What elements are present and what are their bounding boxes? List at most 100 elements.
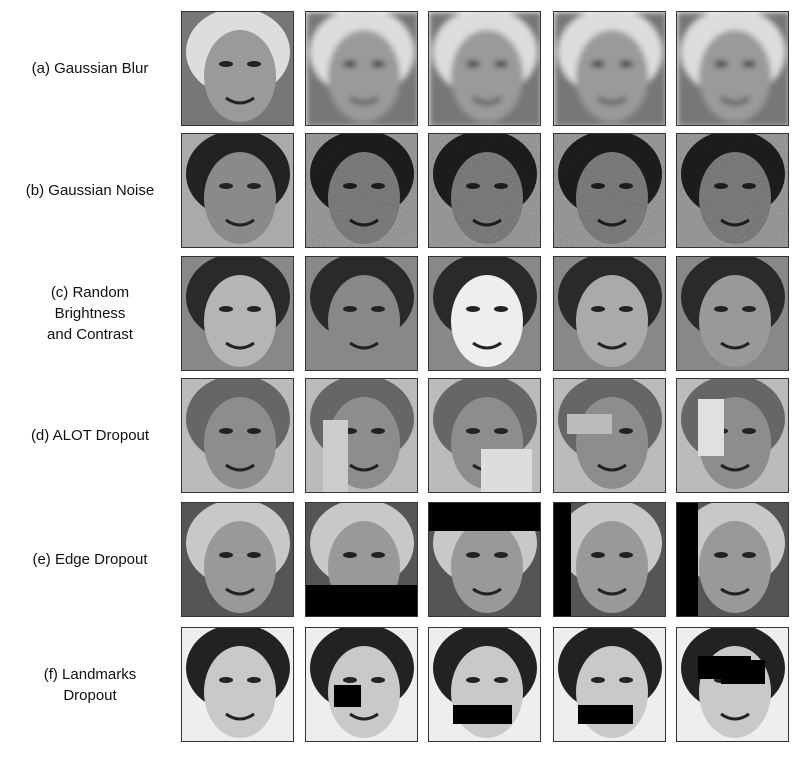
face (306, 134, 417, 247)
eye (371, 428, 385, 434)
eye (714, 552, 728, 558)
skin (204, 646, 276, 738)
mouth (472, 218, 502, 227)
mouth (720, 712, 750, 721)
face-image (305, 378, 418, 493)
face-image (428, 256, 541, 371)
mouth (349, 96, 379, 105)
label-line: Brightness (54, 305, 126, 322)
eye (219, 61, 233, 67)
eye (494, 183, 508, 189)
face (182, 503, 293, 616)
skin (699, 152, 771, 244)
eye (247, 306, 261, 312)
label-line: (b) Gaussian Noise (25, 182, 155, 199)
face (429, 257, 540, 370)
face-image (181, 133, 294, 248)
mouth (720, 96, 750, 105)
eye (219, 552, 233, 558)
skin (451, 30, 523, 122)
mouth (720, 463, 750, 472)
skin (451, 646, 523, 738)
eye (619, 552, 633, 558)
eye (219, 428, 233, 434)
skin (204, 152, 276, 244)
label-line: (f) Landmarks (43, 665, 137, 683)
label-line: (d) ALOT Dropout (30, 427, 150, 444)
label-line: Dropout (63, 686, 117, 704)
eye (371, 183, 385, 189)
face-image (181, 378, 294, 493)
mouth (225, 341, 255, 350)
eye (742, 61, 756, 67)
eye (619, 61, 633, 67)
eye (619, 428, 633, 434)
face-image (553, 378, 666, 493)
face-image (676, 256, 789, 371)
label-line: (e) Edge Dropout (32, 551, 148, 568)
eye (591, 61, 605, 67)
eye (466, 61, 480, 67)
skin (204, 521, 276, 613)
eye (742, 183, 756, 189)
label-line: (a) Gaussian Blur (31, 60, 149, 77)
mouth (472, 341, 502, 350)
row-label: (a) Gaussian Blur (0, 58, 180, 79)
face-image (305, 256, 418, 371)
eye (343, 183, 357, 189)
skin (204, 30, 276, 122)
face-image (305, 11, 418, 126)
face (554, 134, 665, 247)
skin (328, 30, 400, 122)
skin (451, 275, 523, 367)
mouth (720, 218, 750, 227)
occlusion (481, 449, 532, 492)
face (182, 257, 293, 370)
label-line: and Contrast (47, 326, 133, 343)
eye (343, 61, 357, 67)
face-image (676, 133, 789, 248)
skin (451, 152, 523, 244)
eye (371, 306, 385, 312)
eye (591, 677, 605, 683)
face (677, 628, 788, 741)
face (677, 12, 788, 125)
mouth (472, 587, 502, 596)
skin (576, 152, 648, 244)
eye (466, 306, 480, 312)
face-image (553, 11, 666, 126)
face-image (305, 502, 418, 617)
eye (466, 428, 480, 434)
mouth (225, 712, 255, 721)
face (429, 12, 540, 125)
face-image (428, 378, 541, 493)
face (429, 628, 540, 741)
eye (371, 61, 385, 67)
skin (204, 275, 276, 367)
occlusion (578, 705, 633, 724)
mouth (225, 218, 255, 227)
face (182, 379, 293, 492)
face (306, 379, 417, 492)
face-image (676, 11, 789, 126)
mouth (597, 587, 627, 596)
mouth (349, 341, 379, 350)
face-image (676, 378, 789, 493)
eye (371, 677, 385, 683)
skin (576, 397, 648, 489)
face-image (428, 11, 541, 126)
occlusion (567, 414, 612, 434)
skin (328, 646, 400, 738)
mouth (720, 587, 750, 596)
label-line: (c) Random (50, 284, 130, 301)
mouth (597, 341, 627, 350)
eye (714, 306, 728, 312)
eye (494, 306, 508, 312)
occlusion (323, 420, 348, 492)
face (554, 257, 665, 370)
eye (247, 677, 261, 683)
eye (219, 183, 233, 189)
face-image (181, 256, 294, 371)
mouth (225, 96, 255, 105)
